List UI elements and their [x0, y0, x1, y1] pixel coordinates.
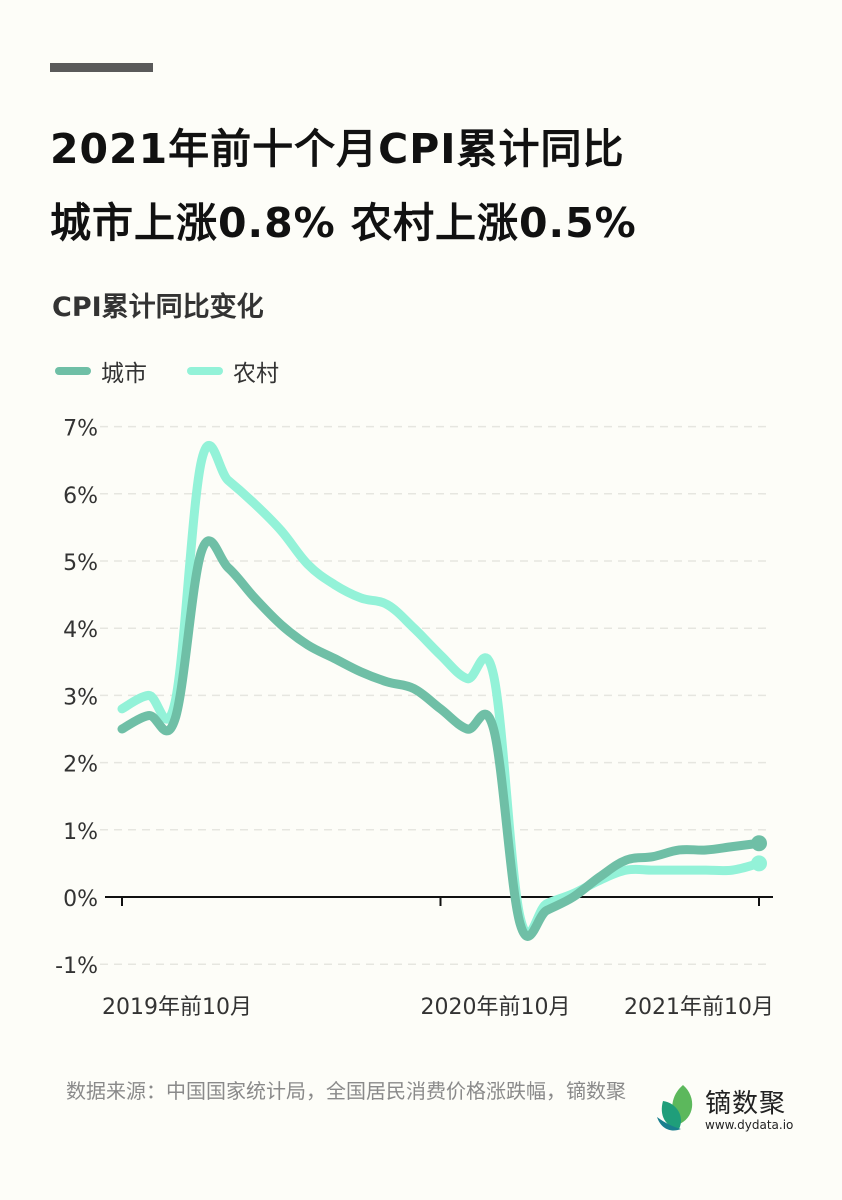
- line-chart: -1% 0% 1% 2% 3% 4% 5% 6% 7% 2019年前10月 2020年前10月 202…: [55, 417, 774, 1020]
- legend: 城市 农村: [55, 354, 279, 388]
- title-accent-bar: [50, 63, 153, 72]
- y-tick-label: 5%: [63, 551, 98, 576]
- y-tick-label: 0%: [63, 887, 98, 912]
- y-tick-label: 4%: [63, 618, 98, 643]
- legend-item-rural: 农村: [187, 354, 279, 388]
- brand-logo: 镝数聚 www.dydata.io: [655, 1083, 815, 1133]
- data-source: 数据来源：中国国家统计局，全国居民消费价格涨跌幅，镝数聚: [66, 1079, 626, 1103]
- y-tick-label: 2%: [63, 753, 98, 778]
- legend-item-city: 城市: [55, 354, 147, 388]
- y-tick-label: 3%: [63, 685, 98, 710]
- y-tick-label: -1%: [55, 954, 98, 979]
- legend-swatch-city: [55, 367, 91, 375]
- y-tick-label: 6%: [63, 484, 98, 509]
- end-point-rural: [751, 855, 767, 872]
- x-tick-label: 2020年前10月: [421, 995, 571, 1020]
- x-tick-label: 2019年前10月: [102, 995, 252, 1020]
- leaf-logo-icon: [657, 1085, 693, 1131]
- logo-url: www.dydata.io: [705, 1118, 794, 1132]
- logo-name: 镝数聚: [705, 1089, 787, 1119]
- title-line-1: 2021年前十个月CPI累计同比: [50, 125, 625, 173]
- legend-label-rural: 农村: [233, 361, 279, 387]
- x-tick-label: 2021年前10月: [624, 995, 774, 1020]
- end-point-city: [751, 835, 767, 852]
- series-line-city: [117, 536, 764, 941]
- chart-title: CPI累计同比变化: [52, 292, 264, 323]
- legend-swatch-rural: [187, 367, 223, 375]
- y-tick-label: 1%: [63, 820, 98, 845]
- title-line-2: 城市上涨0.8% 农村上涨0.5%: [50, 199, 637, 247]
- series-line-rural: [117, 440, 764, 938]
- legend-label-city: 城市: [101, 361, 147, 387]
- y-tick-label: 7%: [63, 417, 98, 442]
- page-title: 2021年前十个月CPI累计同比 城市上涨0.8% 农村上涨0.5%: [50, 112, 637, 260]
